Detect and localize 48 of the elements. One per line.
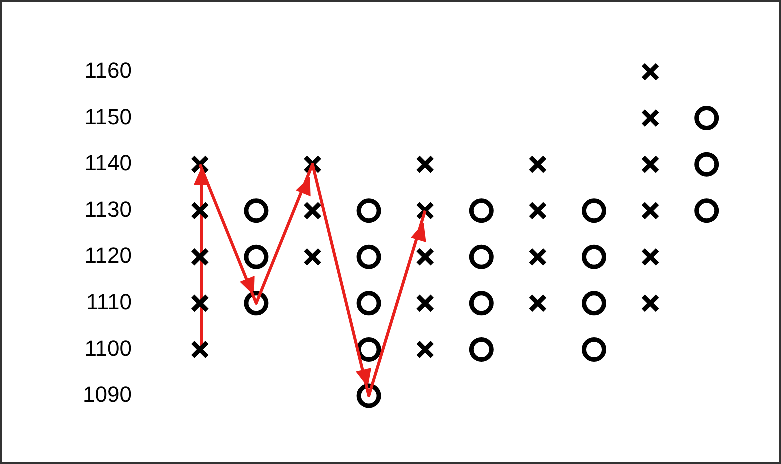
point [528, 248, 548, 266]
point [190, 248, 210, 266]
point [190, 294, 210, 313]
point [469, 337, 494, 362]
point [582, 337, 606, 362]
point [641, 62, 660, 82]
point [416, 340, 435, 360]
point [582, 198, 606, 224]
point [694, 198, 720, 224]
point [528, 294, 548, 313]
point [694, 106, 720, 131]
y-tick-label: 1140 [84, 150, 132, 176]
point [469, 291, 494, 316]
point [416, 202, 435, 220]
point [416, 248, 435, 266]
point [641, 294, 660, 313]
point [416, 294, 435, 313]
point [244, 244, 269, 270]
point [641, 202, 660, 220]
point [694, 152, 720, 177]
point [582, 291, 606, 316]
point [528, 202, 548, 220]
point [641, 248, 660, 266]
point [244, 198, 269, 224]
point [641, 155, 660, 174]
point [356, 244, 382, 270]
point [190, 155, 210, 174]
point [528, 155, 548, 174]
point [356, 291, 382, 316]
point [416, 155, 435, 174]
y-tick-label: 1120 [84, 243, 132, 268]
point [469, 244, 494, 270]
y-tick-label: 1130 [84, 196, 132, 222]
point [244, 291, 269, 316]
y-tick-label: 1090 [83, 382, 132, 408]
point [356, 337, 382, 362]
y-tick-label: 1150 [84, 104, 132, 130]
point [190, 340, 210, 360]
point [469, 198, 494, 224]
y-tick-label: 1100 [84, 336, 132, 361]
point [303, 202, 322, 220]
point [303, 248, 322, 266]
point [582, 244, 606, 270]
y-tick-label: 1160 [84, 58, 132, 84]
point [190, 202, 210, 220]
point [641, 108, 660, 128]
y-tick-label: 1110 [86, 289, 132, 314]
point [356, 198, 382, 224]
